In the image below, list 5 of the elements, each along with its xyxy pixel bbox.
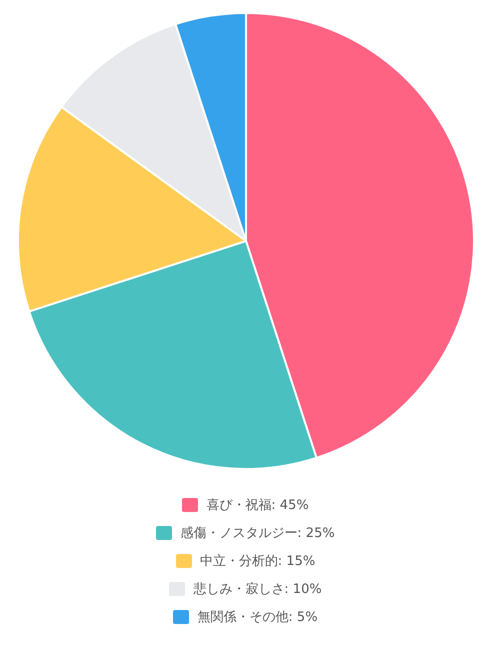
legend-label: 中立・分析的: 15%	[200, 553, 316, 570]
legend-label: 悲しみ・寂しさ: 10%	[193, 581, 322, 598]
legend-label: 無関係・その他: 5%	[197, 609, 318, 626]
legend-label: 喜び・祝福: 45%	[206, 497, 309, 514]
legend-label: 感傷・ノスタルジー: 25%	[180, 525, 335, 542]
